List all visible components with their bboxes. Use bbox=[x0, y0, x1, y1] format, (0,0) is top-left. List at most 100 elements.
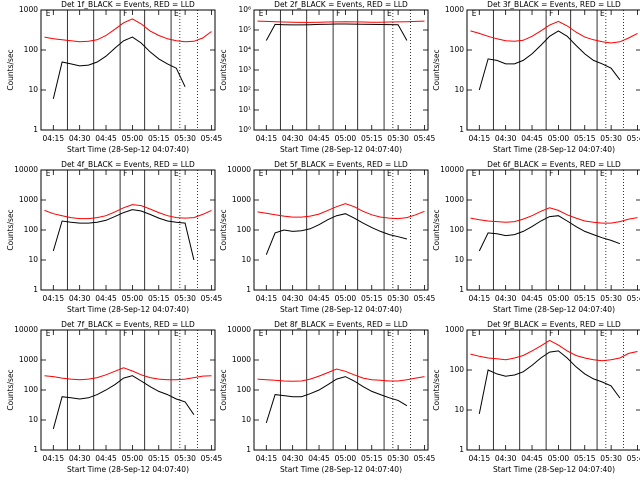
series-line bbox=[265, 23, 408, 41]
x-tick-label: 04:30 bbox=[69, 134, 91, 143]
chart-title: Det 6f_BLACK = Events, RED = LLD bbox=[487, 160, 621, 169]
x-tick-label: 04:45 bbox=[95, 294, 117, 303]
x-tick-label: 04:45 bbox=[521, 294, 543, 303]
y-tick-label: 10000 bbox=[227, 165, 251, 174]
y-axis-label: Counts/sec bbox=[6, 209, 15, 250]
chart-title: Det 8f_BLACK = Events, RED = LLD bbox=[274, 320, 408, 329]
y-tick-label: 1000 bbox=[19, 195, 38, 204]
x-tick-label: 05:15 bbox=[148, 134, 170, 143]
annotation: F bbox=[336, 9, 340, 18]
x-tick-label: 04:15 bbox=[42, 134, 64, 143]
series-line bbox=[478, 30, 621, 91]
y-axis-label: Counts/sec bbox=[219, 209, 228, 250]
x-tick-label: 05:00 bbox=[335, 134, 357, 143]
y-axis-label: Counts/sec bbox=[432, 369, 441, 410]
y-tick-label: 1000 bbox=[445, 195, 464, 204]
x-tick-label: 04:30 bbox=[282, 454, 304, 463]
plot-frame bbox=[40, 169, 216, 291]
x-tick-label: 05:30 bbox=[174, 294, 196, 303]
y-tick-label: 10⁰ bbox=[238, 125, 251, 134]
series-line bbox=[257, 20, 425, 23]
chart-title: Det 7f_BLACK = Events, RED = LLD bbox=[61, 320, 195, 329]
x-tick-label: 05:00 bbox=[548, 454, 570, 463]
x-tick-label: 05:30 bbox=[387, 134, 409, 143]
plot-frame bbox=[253, 9, 429, 131]
y-tick-label: 100 bbox=[24, 385, 39, 394]
series-line bbox=[470, 207, 638, 224]
y-tick-label: 10¹ bbox=[238, 105, 251, 114]
chart-title: Det 5f_BLACK = Events, RED = LLD bbox=[274, 160, 408, 169]
chart-title: Det 3f_BLACK = Events, RED = LLD bbox=[487, 0, 621, 9]
y-tick-label: 10000 bbox=[14, 325, 38, 334]
y-axis-label: Counts/sec bbox=[432, 49, 441, 90]
x-tick-label: 05:45 bbox=[627, 454, 640, 463]
series-line bbox=[470, 20, 638, 44]
x-tick-label: 05:45 bbox=[201, 294, 223, 303]
y-tick-label: 10 bbox=[454, 255, 464, 264]
x-tick-label: 04:15 bbox=[468, 294, 490, 303]
y-tick-label: 1000 bbox=[445, 5, 464, 14]
y-tick-label: 1 bbox=[246, 445, 251, 454]
plot-frame bbox=[466, 329, 640, 451]
series-line bbox=[52, 36, 186, 100]
x-tick-label: 05:45 bbox=[201, 134, 223, 143]
y-tick-label: 100 bbox=[450, 225, 465, 234]
x-tick-label: 05:30 bbox=[387, 454, 409, 463]
series-line bbox=[478, 350, 621, 414]
x-tick-label: 05:45 bbox=[414, 134, 436, 143]
annotation: E bbox=[46, 9, 51, 18]
annotation: F bbox=[549, 9, 553, 18]
y-tick-label: 10² bbox=[238, 85, 251, 94]
y-tick-label: 1 bbox=[459, 285, 464, 294]
x-tick-label: 05:45 bbox=[414, 454, 436, 463]
x-axis-label: Start Time (28-Sep-12 04:07:40) bbox=[493, 145, 615, 154]
x-tick-label: 05:30 bbox=[600, 454, 622, 463]
x-tick-label: 04:30 bbox=[495, 134, 517, 143]
x-tick-label: 05:15 bbox=[148, 454, 170, 463]
x-tick-label: 05:45 bbox=[627, 134, 640, 143]
x-tick-label: 05:00 bbox=[122, 134, 144, 143]
x-tick-label: 05:45 bbox=[201, 454, 223, 463]
x-tick-label: 05:15 bbox=[361, 454, 383, 463]
annotation: E bbox=[259, 169, 264, 178]
plot-frame bbox=[466, 9, 640, 131]
x-tick-label: 04:30 bbox=[282, 294, 304, 303]
annotation: F bbox=[123, 9, 127, 18]
series-line bbox=[265, 213, 408, 255]
x-tick-label: 04:15 bbox=[255, 294, 277, 303]
plot-frame bbox=[40, 329, 216, 451]
x-tick-label: 04:30 bbox=[495, 294, 517, 303]
y-tick-label: 100 bbox=[450, 45, 465, 54]
series-line bbox=[44, 18, 212, 43]
series-line bbox=[265, 376, 408, 424]
x-tick-label: 05:45 bbox=[414, 294, 436, 303]
annotation: E bbox=[600, 329, 605, 338]
x-tick-label: 04:30 bbox=[69, 294, 91, 303]
annotation: E bbox=[472, 169, 477, 178]
x-tick-label: 04:45 bbox=[95, 454, 117, 463]
series-line bbox=[52, 209, 195, 261]
x-tick-label: 04:30 bbox=[495, 454, 517, 463]
y-tick-label: 10⁴ bbox=[238, 45, 251, 54]
annotation: E bbox=[600, 169, 605, 178]
x-tick-label: 04:15 bbox=[42, 454, 64, 463]
x-axis-label: Start Time (28-Sep-12 04:07:40) bbox=[280, 305, 402, 314]
y-tick-label: 10000 bbox=[14, 165, 38, 174]
y-tick-label: 10 bbox=[28, 255, 38, 264]
chart-title: Det 2f_BLACK = Events, RED = LLD bbox=[274, 0, 408, 9]
y-tick-label: 10 bbox=[241, 415, 251, 424]
y-tick-label: 10 bbox=[28, 415, 38, 424]
annotation: F bbox=[336, 329, 340, 338]
x-tick-label: 05:30 bbox=[600, 294, 622, 303]
annotation: E bbox=[600, 9, 605, 18]
annotation: E bbox=[472, 9, 477, 18]
annotation: E bbox=[174, 169, 179, 178]
x-tick-label: 04:30 bbox=[69, 454, 91, 463]
x-tick-label: 05:30 bbox=[600, 134, 622, 143]
y-tick-label: 1 bbox=[459, 445, 464, 454]
x-tick-label: 05:15 bbox=[361, 134, 383, 143]
chart-title: Det 1f_BLACK = Events, RED = LLD bbox=[61, 0, 195, 9]
y-tick-label: 100 bbox=[237, 385, 252, 394]
annotation: F bbox=[123, 329, 127, 338]
